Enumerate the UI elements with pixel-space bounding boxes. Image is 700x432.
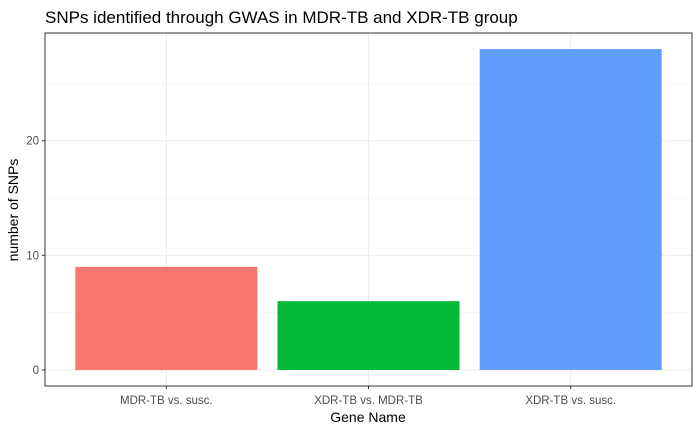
y-tick-label: 10: [26, 250, 39, 262]
y-tick-label: 0: [33, 365, 39, 377]
chart-title: SNPs identified through GWAS in MDR-TB a…: [45, 8, 518, 27]
plot-panel: [44, 32, 693, 387]
bar-2: [277, 301, 460, 370]
bar-1: [75, 266, 258, 370]
bar-3: [479, 49, 662, 370]
y-axis: 0 10 20: [26, 136, 45, 377]
x-axis: MDR-TB vs. susc. XDR-TB vs. MDR-TB XDR-TB …: [120, 386, 616, 407]
x-tick-label: XDR-TB vs. MDR-TB: [314, 395, 423, 407]
x-tick-label: MDR-TB vs. susc.: [120, 395, 213, 407]
x-tick-label: XDR-TB vs. susc.: [525, 395, 616, 407]
x-axis-title: Gene Name: [330, 409, 406, 425]
y-axis-title: number of SNPs: [5, 159, 21, 262]
y-tick-label: 20: [26, 136, 39, 148]
